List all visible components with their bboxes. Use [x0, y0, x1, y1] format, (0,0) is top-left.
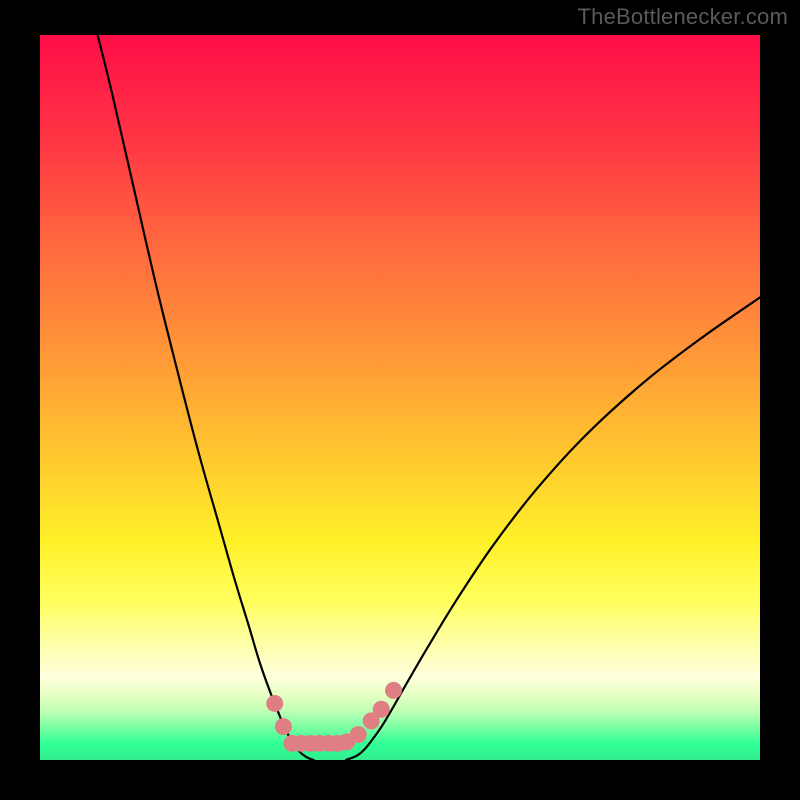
data-marker	[275, 718, 292, 735]
stage: TheBottlenecker.com	[0, 0, 800, 800]
data-marker	[266, 695, 283, 712]
gradient-panel	[40, 35, 760, 760]
data-marker	[350, 726, 367, 743]
watermark: TheBottlenecker.com	[578, 4, 788, 30]
data-marker	[373, 701, 390, 718]
data-marker	[385, 682, 402, 699]
bottleneck-chart	[0, 0, 800, 800]
